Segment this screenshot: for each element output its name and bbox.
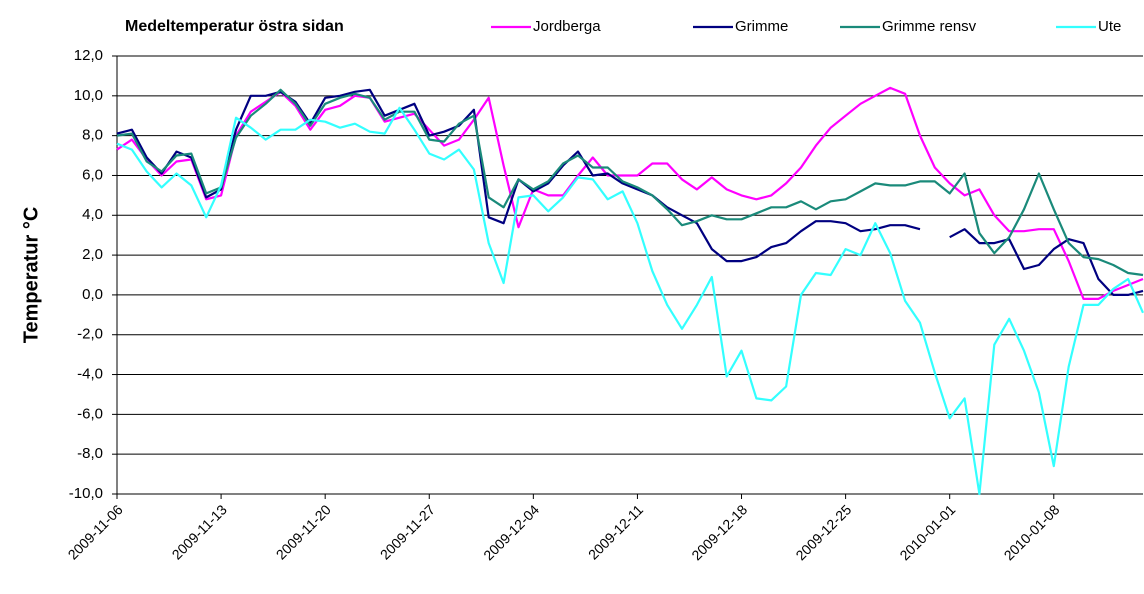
- y-axis-label: Temperatur °C: [20, 207, 42, 344]
- y-tick-label: -2,0: [77, 326, 103, 343]
- legend-label: Jordberga: [533, 18, 601, 35]
- x-tick-label: 2010-01-01: [896, 501, 958, 563]
- legend-label: Ute: [1098, 18, 1121, 35]
- chart-title: Medeltemperatur östra sidan: [125, 18, 344, 35]
- y-tick-label: 2,0: [82, 246, 103, 263]
- x-tick-label: 2009-12-25: [792, 501, 854, 563]
- x-tick-label: 2009-11-20: [273, 501, 334, 562]
- y-tick-label: 0,0: [82, 286, 103, 303]
- y-tick-label: 6,0: [82, 166, 103, 183]
- series-line: [116, 88, 1144, 296]
- y-tick-label: 12,0: [74, 47, 103, 64]
- x-tick-label: 2009-11-06: [65, 501, 126, 562]
- y-tick-label: 8,0: [82, 127, 103, 144]
- y-tick-label: -10,0: [69, 485, 103, 502]
- series-line: [116, 86, 1144, 300]
- y-tick-label: 4,0: [82, 206, 103, 223]
- x-tick-label: 2009-12-04: [480, 501, 542, 563]
- x-tick-label: 2009-11-27: [377, 501, 438, 562]
- y-tick-label: 10,0: [74, 87, 103, 104]
- series-line: [116, 106, 1144, 496]
- x-tick-label: 2009-11-13: [169, 501, 230, 562]
- series-line: [116, 88, 1144, 277]
- y-tick-label: -6,0: [77, 405, 103, 422]
- x-tick-label: 2010-01-08: [1001, 501, 1063, 563]
- x-tick-label: 2009-12-11: [585, 501, 646, 562]
- legend-label: Grimme rensv: [882, 18, 977, 35]
- y-tick-label: -4,0: [77, 366, 103, 383]
- x-tick-label: 2009-12-18: [688, 501, 750, 563]
- legend-label: Grimme: [735, 18, 788, 35]
- y-tick-label: -8,0: [77, 445, 103, 462]
